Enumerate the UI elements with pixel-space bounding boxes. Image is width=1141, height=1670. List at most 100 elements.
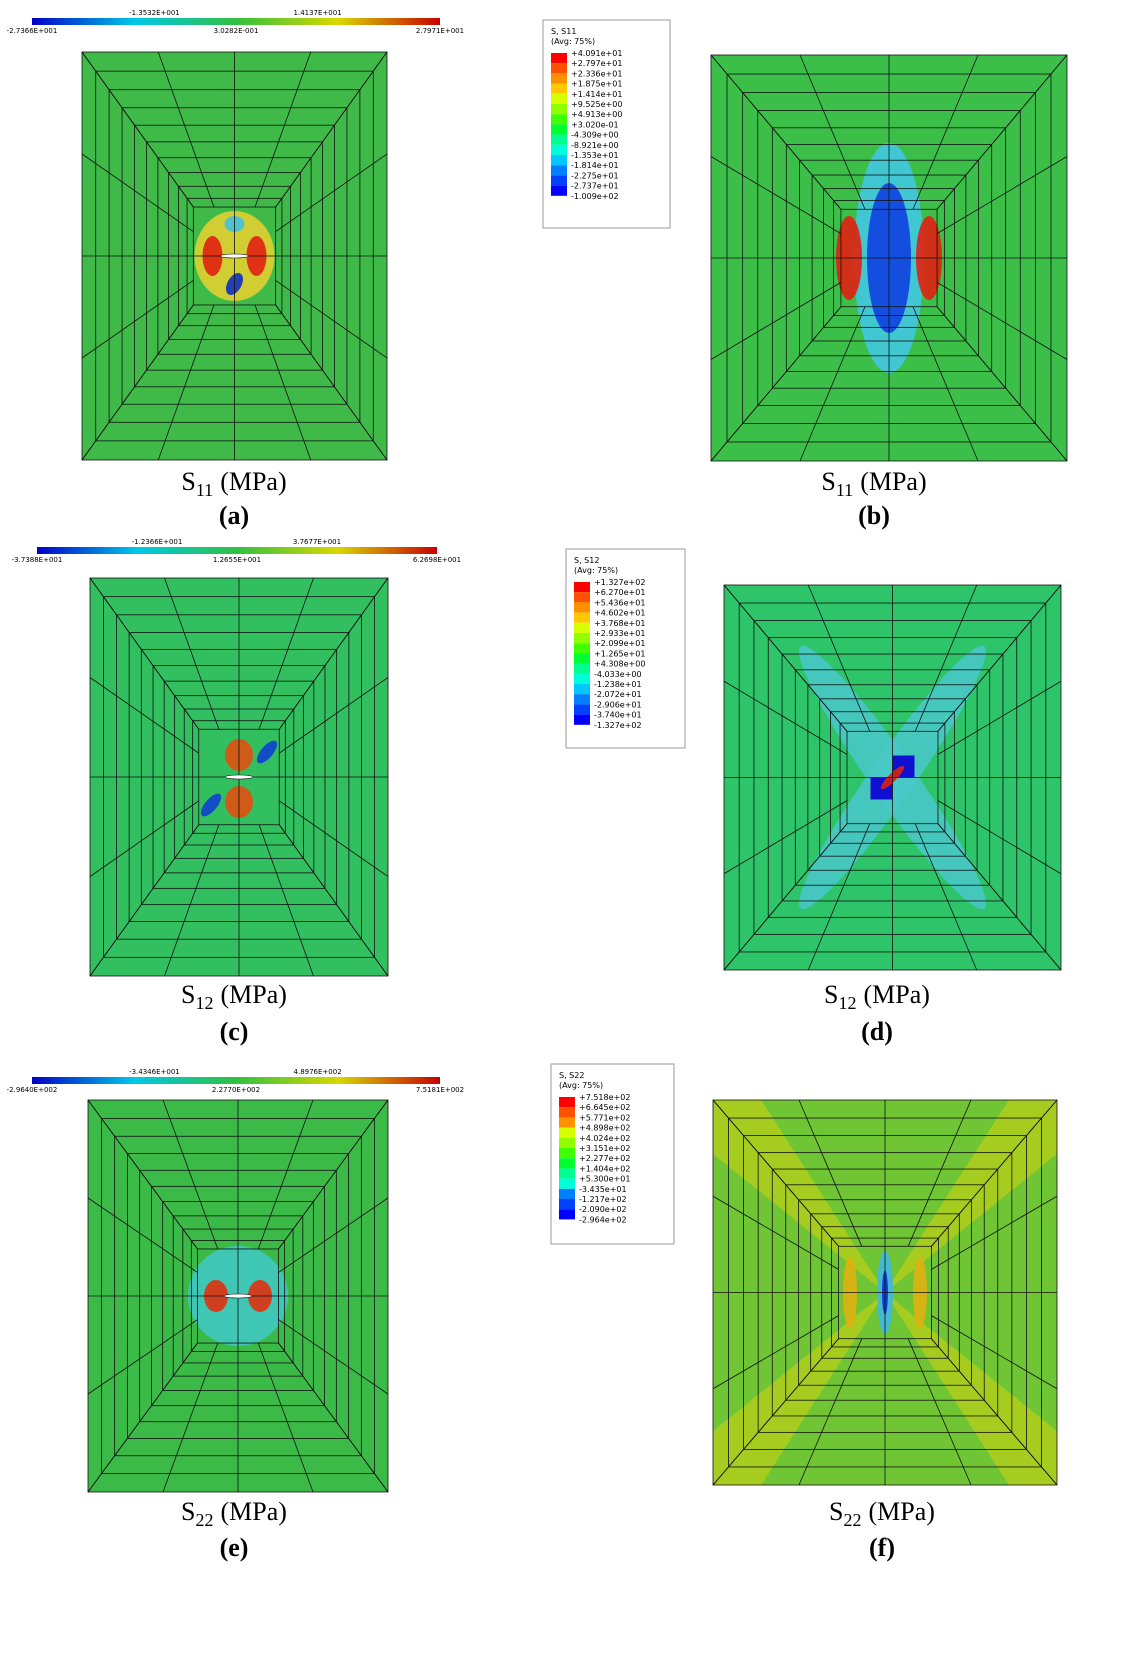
caption-symbol: S	[181, 980, 195, 1009]
caption: S22 (MPa)	[829, 1497, 935, 1530]
mesh-line	[914, 823, 978, 971]
mesh-line	[254, 304, 312, 461]
mesh-line	[723, 680, 848, 755]
legend-swatch	[574, 592, 590, 603]
mesh-line	[931, 1195, 1058, 1270]
mesh-line	[87, 1319, 198, 1395]
legend-swatch	[559, 1178, 575, 1189]
mesh-line	[807, 823, 871, 971]
mesh-line	[81, 153, 194, 232]
legend-title: S, S11	[551, 27, 576, 36]
crack	[224, 774, 254, 780]
legend-subtitle: (Avg: 75%)	[574, 566, 618, 575]
legend-subtitle: (Avg: 75%)	[559, 1081, 603, 1090]
legend-value: +6.645e+02	[579, 1103, 630, 1112]
stress-band	[713, 1292, 885, 1485]
mesh-line	[89, 824, 200, 977]
legend-value: -2.906e+01	[594, 700, 642, 709]
legend-value: +6.270e+01	[594, 588, 645, 597]
mesh-line	[278, 824, 389, 977]
mesh-line	[275, 51, 388, 208]
legend-swatch	[574, 663, 590, 674]
colorbar-label: 2.2770E+002	[212, 1086, 260, 1094]
legend-swatch	[574, 643, 590, 654]
mesh-line	[798, 1338, 863, 1486]
mesh-line	[937, 680, 1062, 755]
legend-swatch	[551, 63, 567, 74]
legend-value: -1.353e+01	[571, 151, 619, 160]
legend-swatch	[551, 155, 567, 166]
colorbar-label: -2.7366E+001	[7, 27, 58, 35]
colorbar-label: 3.7677E+001	[293, 538, 341, 546]
colorbar-label: 6.2698E+001	[413, 556, 461, 564]
legend-value: +4.091e+01	[571, 49, 622, 58]
caption-symbol: S	[824, 980, 838, 1009]
caption-subscript: 22	[196, 1510, 214, 1530]
mesh-line	[278, 1197, 389, 1273]
legend-value: +1.265e+01	[594, 649, 645, 658]
mesh-line	[912, 54, 979, 210]
legend-swatch	[559, 1107, 575, 1118]
mesh-line	[278, 1319, 389, 1395]
legend-value: +3.020e-01	[571, 120, 619, 129]
mesh-line	[87, 1342, 198, 1493]
legend-value: +4.898e+02	[579, 1124, 630, 1133]
mesh-line	[914, 584, 978, 732]
caption-unit: (MPa)	[869, 1497, 935, 1526]
contour-plot	[710, 54, 1068, 462]
caption-unit: (MPa)	[220, 467, 286, 496]
legend-swatch	[574, 582, 590, 593]
stress-band	[713, 1100, 885, 1293]
caption-symbol: S	[181, 1497, 195, 1526]
panel-label: (f)	[869, 1533, 895, 1562]
mesh-line	[254, 51, 312, 208]
mesh-line	[907, 1338, 972, 1486]
legend-value: -4.033e+00	[594, 670, 642, 679]
legend-value: +5.300e+01	[579, 1175, 630, 1184]
caption: S11 (MPa)	[181, 467, 286, 500]
legend-swatch	[551, 144, 567, 155]
legend-value: +1.404e+02	[579, 1164, 630, 1173]
caption: S12 (MPa)	[181, 980, 287, 1013]
mesh-line	[258, 577, 314, 730]
legend-title: S, S12	[574, 556, 599, 565]
legend-swatch	[551, 165, 567, 176]
legend-value: -1.217e+02	[579, 1195, 627, 1204]
mesh-line	[81, 51, 194, 208]
mesh-line	[89, 800, 199, 877]
colorbar	[32, 18, 440, 25]
mesh-line	[937, 800, 1062, 875]
mesh-line	[907, 1099, 972, 1247]
caption-subscript: 11	[196, 480, 213, 500]
caption-subscript: 12	[839, 993, 857, 1013]
colorbar-label: -2.9640E+002	[7, 1086, 58, 1094]
mesh-line	[257, 1342, 314, 1493]
mesh-line	[723, 584, 848, 732]
legend-value: -2.964e+02	[579, 1215, 627, 1224]
legend-value: +1.875e+01	[571, 80, 622, 89]
mesh-line	[89, 677, 199, 754]
mesh-line	[279, 800, 389, 877]
legend-swatch	[551, 185, 567, 196]
contour-plot	[723, 584, 1062, 971]
mesh-line	[912, 306, 979, 462]
contour-plot	[712, 1099, 1058, 1486]
legend-subtitle: (Avg: 75%)	[551, 37, 595, 46]
colorbar-label: 3.0282E-001	[214, 27, 259, 35]
contour-plot	[81, 51, 388, 461]
legend-value: +1.327e+02	[594, 578, 645, 587]
legend-value: +9.525e+00	[571, 100, 622, 109]
caption: S12 (MPa)	[824, 980, 930, 1013]
mesh-line	[157, 51, 215, 208]
legend-value: +2.336e+01	[571, 69, 622, 78]
legend-swatch	[551, 73, 567, 84]
mesh-line	[710, 54, 842, 210]
caption-symbol: S	[821, 467, 835, 496]
mesh-line	[936, 156, 1068, 234]
stress-band	[885, 1100, 1057, 1293]
legend-value: -2.737e+01	[571, 182, 619, 191]
legend-swatch	[551, 134, 567, 145]
stress-spot	[200, 793, 222, 817]
mesh-line	[798, 1099, 863, 1247]
